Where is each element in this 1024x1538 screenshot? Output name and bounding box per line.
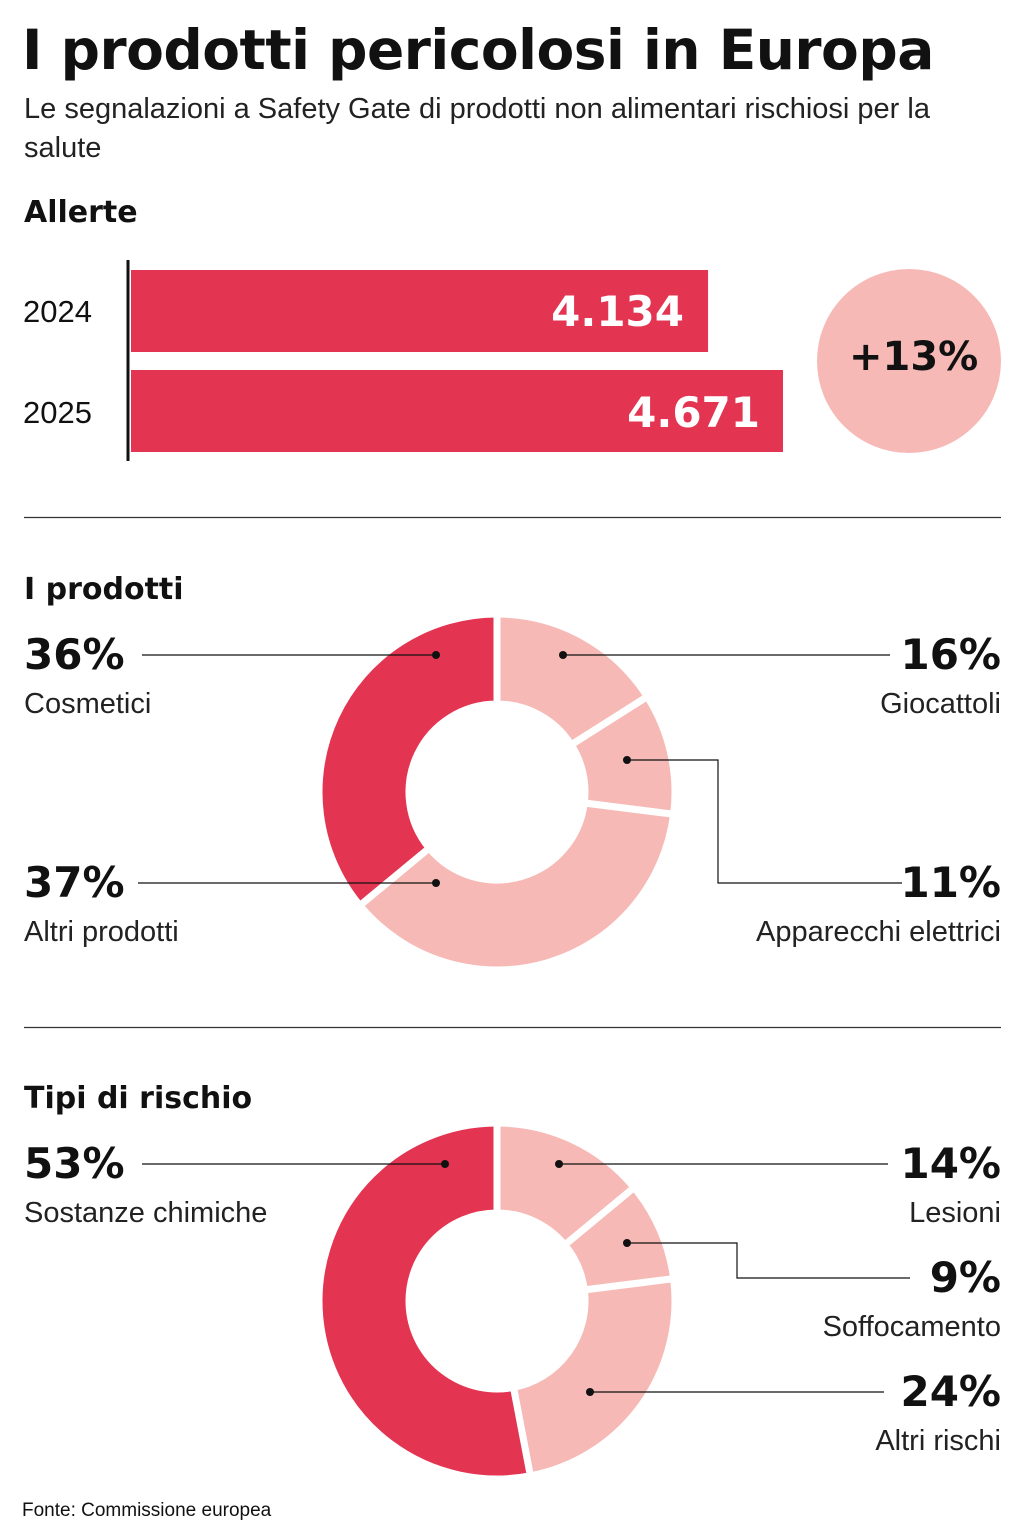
- bar-2024: [131, 270, 709, 352]
- slice-cosmetici: [315, 610, 501, 911]
- bar-value-2024: 4.134: [551, 287, 684, 336]
- leader-dot: [623, 1239, 631, 1247]
- label-sostanze: Sostanze chimiche: [24, 1197, 268, 1229]
- leader-dot: [586, 1388, 594, 1396]
- leader-dot: [555, 1160, 563, 1168]
- slice-altri-rischi: [509, 1274, 679, 1480]
- section-title-rischio: Tipi di rischio: [24, 1081, 253, 1116]
- pct-cosmetici: 36%: [24, 630, 125, 679]
- pct-altri-prodotti: 37%: [24, 858, 125, 907]
- section-title-allerte: Allerte: [24, 195, 138, 230]
- change-badge-value: +13%: [849, 334, 979, 380]
- year-label-2024: 2024: [23, 294, 92, 329]
- page-subtitle: Le segnalazioni a Safety Gate di prodott…: [24, 93, 930, 164]
- bar-value-2025: 4.671: [627, 388, 760, 437]
- label-soffocamento: Soffocamento: [822, 1311, 1001, 1343]
- page-title: I prodotti pericolosi in Europa: [22, 18, 934, 82]
- pct-lesioni: 14%: [900, 1139, 1001, 1188]
- year-label-2025: 2025: [23, 395, 92, 430]
- label-altri-prodotti: Altri prodotti: [24, 916, 179, 948]
- label-lesioni: Lesioni: [909, 1197, 1001, 1229]
- bar-2025: [131, 370, 783, 452]
- label-giocattoli: Giocattoli: [880, 688, 1001, 720]
- leader-dot: [432, 879, 440, 887]
- leader-line-soffocamento: [627, 1242, 910, 1279]
- leader-line-apparecchi: [627, 759, 902, 884]
- leader-dot: [623, 756, 631, 764]
- leader-dot: [441, 1160, 449, 1168]
- section-title-prodotti: I prodotti: [24, 572, 184, 607]
- pct-giocattoli: 16%: [900, 630, 1001, 679]
- leader-dot: [559, 651, 567, 659]
- label-cosmetici: Cosmetici: [24, 688, 152, 720]
- slice-sostanze-chimiche: [315, 1119, 535, 1483]
- slice-altri-prodotti: [354, 799, 678, 974]
- slice-giocattoli: [493, 610, 653, 750]
- pct-sostanze: 53%: [24, 1139, 125, 1188]
- pct-soffocamento: 9%: [929, 1253, 1001, 1302]
- leader-dot: [432, 651, 440, 659]
- label-apparecchi: Apparecchi elettrici: [756, 916, 1001, 948]
- source-note: Fonte: Commissione europea: [22, 1500, 272, 1521]
- change-badge-circle: [817, 269, 1001, 453]
- pct-altri-rischi: 24%: [900, 1367, 1001, 1416]
- pct-apparecchi: 11%: [900, 858, 1001, 907]
- label-altri-rischi: Altri rischi: [875, 1425, 1001, 1457]
